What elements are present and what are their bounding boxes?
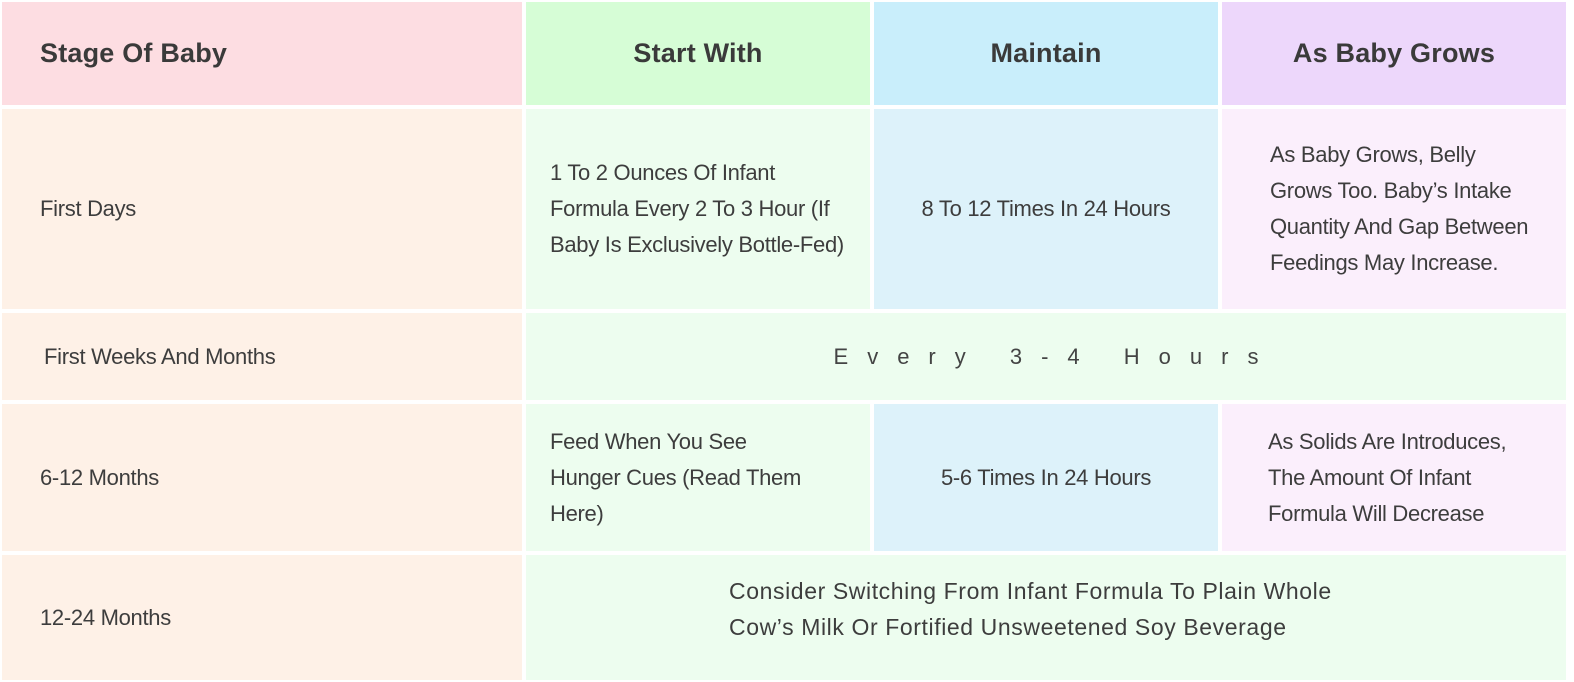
stage-label: First Days (40, 196, 137, 221)
row-first-days-maintain: 8 To 12 Times In 24 Hours (874, 109, 1218, 309)
row-first-days-start: 1 To 2 Ounces Of Infant Formula Every 2 … (526, 109, 870, 309)
start-text: Feed When You See Hunger Cues (Read Them… (550, 428, 802, 526)
row-first-weeks-stage: First Weeks And Months (2, 313, 522, 400)
header-start-with: Start With (526, 2, 870, 105)
merged-text: Consider Switching From Infant Formula T… (729, 577, 1332, 640)
row-6-12-months-start: Feed When You See Hunger Cues (Read Them… (526, 404, 870, 551)
row-6-12-months-grows: As Solids Are Introduces, The Amount Of … (1222, 404, 1566, 551)
header-maintain-label: Maintain (990, 38, 1102, 68)
maintain-text: 5-6 Times In 24 Hours (940, 464, 1152, 490)
row-6-12-months-stage: 6-12 Months (2, 404, 522, 551)
stage-label: 12-24 Months (40, 604, 171, 630)
header-start-label: Start With (633, 38, 763, 68)
row-first-weeks-merged: Every 3-4 Hours (526, 313, 1566, 400)
header-stage-of-baby: Stage Of Baby (2, 2, 522, 105)
stage-label: 6-12 Months (40, 464, 159, 490)
row-first-days-stage: First Days (2, 109, 522, 309)
header-grows-label: As Baby Grows (1292, 38, 1496, 68)
stage-label: First Weeks And Months (44, 343, 276, 369)
row-first-days-grows: As Baby Grows, Belly Grows Too. Baby’s I… (1222, 109, 1566, 309)
row-12-24-months-merged: Consider Switching From Infant Formula T… (526, 555, 1566, 680)
row-12-24-months-stage: 12-24 Months (2, 555, 522, 680)
maintain-text: 8 To 12 Times In 24 Hours (921, 196, 1171, 221)
start-text: 1 To 2 Ounces Of Infant Formula Every 2 … (550, 160, 844, 257)
header-as-baby-grows: As Baby Grows (1222, 2, 1566, 105)
header-maintain: Maintain (874, 2, 1218, 105)
merged-text: Every 3-4 Hours (833, 343, 1278, 369)
header-stage-label: Stage Of Baby (40, 38, 228, 68)
grows-text: As Solids Are Introduces, The Amount Of … (1268, 428, 1507, 526)
grows-text: As Baby Grows, Belly Grows Too. Baby’s I… (1270, 142, 1529, 275)
row-6-12-months-maintain: 5-6 Times In 24 Hours (874, 404, 1218, 551)
